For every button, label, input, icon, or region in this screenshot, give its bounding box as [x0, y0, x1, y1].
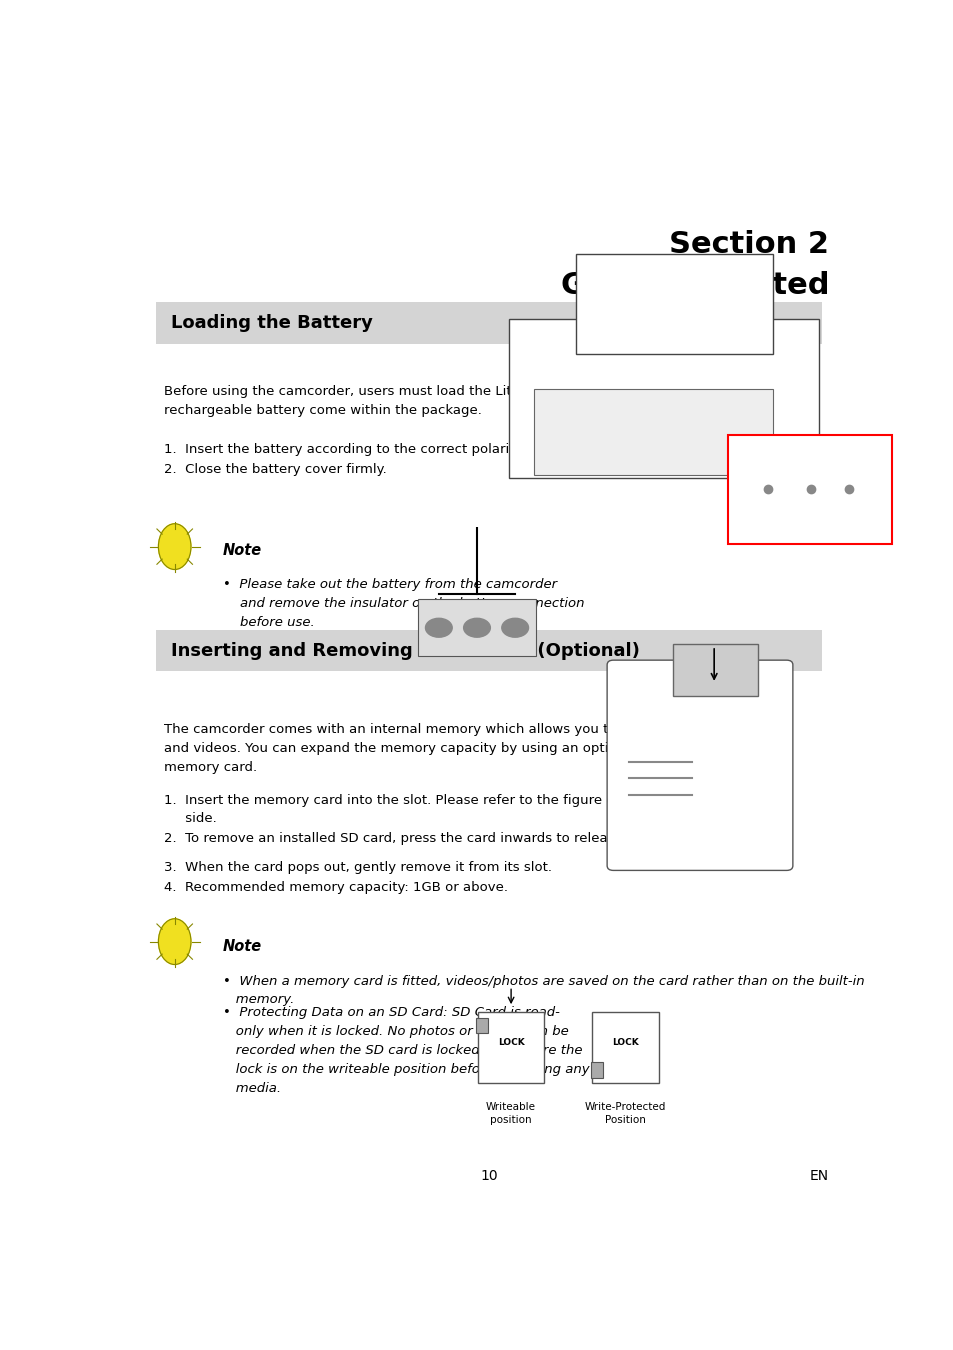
Text: LOCK: LOCK: [497, 1038, 524, 1048]
Text: Write-Protected
Position: Write-Protected Position: [584, 1102, 666, 1125]
FancyBboxPatch shape: [592, 1012, 659, 1083]
Text: The camcorder comes with an internal memory which allows you to store photos
and: The camcorder comes with an internal mem…: [164, 724, 703, 775]
Circle shape: [463, 618, 490, 637]
FancyBboxPatch shape: [156, 629, 821, 671]
Circle shape: [158, 919, 191, 964]
Text: 3.  When the card pops out, gently remove it from its slot.: 3. When the card pops out, gently remove…: [164, 860, 551, 873]
Text: Note: Note: [222, 938, 262, 953]
Text: LOCK: LOCK: [612, 1038, 639, 1048]
FancyBboxPatch shape: [576, 254, 772, 354]
Text: 2.  To remove an installed SD card, press the card inwards to release it.: 2. To remove an installed SD card, press…: [164, 833, 639, 845]
Text: Before using the camcorder, users must load the Lithium-ion
rechargeable battery: Before using the camcorder, users must l…: [164, 386, 569, 417]
Circle shape: [425, 618, 452, 637]
Text: Loading the Battery: Loading the Battery: [171, 315, 373, 332]
FancyBboxPatch shape: [673, 644, 758, 695]
FancyBboxPatch shape: [728, 436, 891, 544]
FancyBboxPatch shape: [476, 1018, 488, 1033]
FancyBboxPatch shape: [156, 302, 821, 344]
Circle shape: [158, 524, 191, 570]
FancyBboxPatch shape: [477, 1012, 544, 1083]
Text: Writeable
position: Writeable position: [486, 1102, 536, 1125]
FancyBboxPatch shape: [606, 660, 792, 871]
Text: 4.  Recommended memory capacity: 1GB or above.: 4. Recommended memory capacity: 1GB or a…: [164, 882, 507, 894]
Text: •  When a memory card is fitted, videos/photos are saved on the card rather than: • When a memory card is fitted, videos/p…: [222, 975, 863, 1006]
Circle shape: [501, 618, 528, 637]
Text: 10: 10: [479, 1169, 497, 1183]
Text: EN: EN: [809, 1169, 828, 1183]
FancyBboxPatch shape: [417, 599, 536, 656]
Text: •  Please take out the battery from the camcorder
    and remove the insulator o: • Please take out the battery from the c…: [222, 578, 583, 629]
FancyBboxPatch shape: [590, 1062, 602, 1077]
Text: Note: Note: [222, 544, 262, 559]
Text: 1.  Insert the battery according to the correct polarity marks ( + or -).: 1. Insert the battery according to the c…: [164, 443, 627, 456]
Text: •  Protecting Data on an SD Card: SD Card is read-
   only when it is locked. No: • Protecting Data on an SD Card: SD Card…: [222, 1006, 589, 1095]
Text: Section 2: Section 2: [668, 230, 828, 259]
FancyBboxPatch shape: [534, 389, 772, 475]
Text: 1.  Insert the memory card into the slot. Please refer to the figure on the righ: 1. Insert the memory card into the slot.…: [164, 794, 684, 825]
Text: 2.  Close the battery cover firmly.: 2. Close the battery cover firmly.: [164, 463, 386, 477]
Text: Getting Started: Getting Started: [560, 271, 828, 300]
FancyBboxPatch shape: [508, 319, 819, 478]
Text: Inserting and Removing an SD Card (Optional): Inserting and Removing an SD Card (Optio…: [171, 641, 639, 660]
